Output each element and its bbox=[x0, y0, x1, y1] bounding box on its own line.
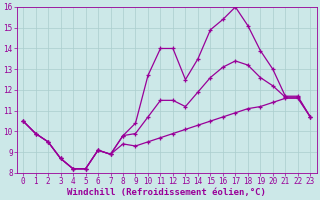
X-axis label: Windchill (Refroidissement éolien,°C): Windchill (Refroidissement éolien,°C) bbox=[67, 188, 266, 197]
